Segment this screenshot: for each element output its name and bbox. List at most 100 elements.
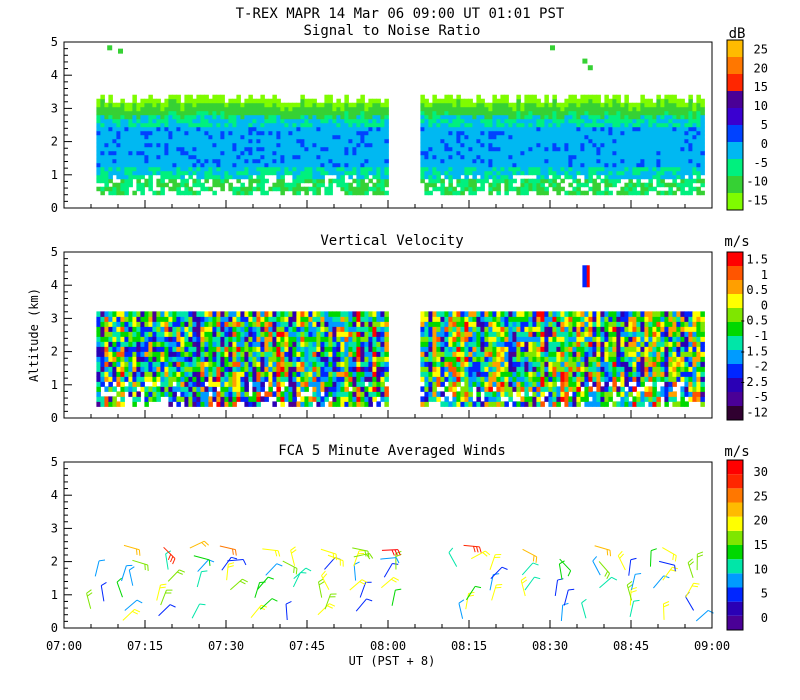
snr-cell (648, 135, 653, 140)
snr-cell (288, 127, 293, 132)
snr-cell (552, 143, 557, 148)
velocity-cell (364, 391, 369, 397)
snr-cell (556, 107, 561, 112)
snr-cell (464, 135, 469, 140)
velocity-cell (168, 336, 173, 342)
snr-cell (568, 159, 573, 164)
velocity-cell (216, 346, 221, 352)
velocity-cell (148, 391, 153, 397)
velocity-cell (456, 371, 461, 377)
velocity-cell (316, 356, 321, 362)
snr-cell (428, 103, 433, 108)
velocity-cell (468, 361, 473, 367)
velocity-cell (216, 331, 221, 337)
snr-cell (136, 143, 141, 148)
snr-cell (628, 191, 633, 196)
snr-cell (240, 127, 245, 132)
snr-cell (316, 167, 321, 172)
snr-cell (288, 187, 293, 192)
snr-cell (484, 135, 489, 140)
velocity-cell (432, 391, 437, 397)
snr-cell (500, 95, 505, 100)
snr-cell (340, 123, 345, 128)
snr-cell (220, 171, 225, 176)
velocity-cell (204, 316, 209, 322)
snr-cell (604, 107, 609, 112)
snr-cell (136, 179, 141, 184)
snr-cell (692, 151, 697, 156)
snr-cell (188, 151, 193, 156)
velocity-cell (332, 401, 337, 407)
velocity-cell (420, 346, 425, 352)
snr-cell (584, 123, 589, 128)
snr-cell (120, 135, 125, 140)
velocity-cell (128, 311, 133, 317)
snr-cell (444, 187, 449, 192)
velocity-cell (488, 331, 493, 337)
snr-cell (644, 159, 649, 164)
velocity-cell (172, 346, 177, 352)
snr-cell (648, 131, 653, 136)
velocity-cell (304, 366, 309, 372)
snr-cell (192, 139, 197, 144)
velocity-cell (316, 401, 321, 407)
velocity-cell (300, 326, 305, 332)
velocity-cell (344, 361, 349, 367)
velocity-cell (308, 396, 313, 402)
velocity-cell (484, 386, 489, 392)
snr-cell (188, 111, 193, 116)
snr-cell (320, 115, 325, 120)
snr-cell (660, 179, 665, 184)
snr-cell (140, 151, 145, 156)
snr-cell (516, 131, 521, 136)
velocity-cell (476, 381, 481, 387)
snr-cell (632, 183, 637, 188)
snr-cell (612, 95, 617, 100)
snr-cell (536, 123, 541, 128)
snr-cell (136, 135, 141, 140)
snr-cell (340, 163, 345, 168)
velocity-cell (276, 336, 281, 342)
velocity-cell (484, 366, 489, 372)
snr-cell (160, 111, 165, 116)
velocity-cell (208, 356, 213, 362)
snr-cell (520, 119, 525, 124)
snr-cell (452, 171, 457, 176)
snr-cell (244, 167, 249, 172)
snr-cell (124, 127, 128, 132)
snr-cell (424, 159, 429, 164)
velocity-cell (244, 376, 249, 382)
snr-cell (648, 139, 653, 144)
snr-cell (308, 159, 313, 164)
snr-cell (160, 159, 165, 164)
snr-cell (600, 103, 605, 108)
snr-cell (124, 147, 128, 152)
snr-cell (440, 111, 445, 116)
velocity-cell (96, 366, 101, 372)
snr-cell (672, 95, 677, 100)
snr-cell (220, 143, 225, 148)
snr-cell (316, 115, 321, 120)
snr-cell (468, 135, 473, 140)
snr-cell (148, 119, 153, 124)
velocity-cell (280, 391, 285, 397)
snr-cell (264, 107, 269, 112)
snr-cell (440, 191, 445, 196)
velocity-cell (264, 316, 269, 322)
snr-cell (532, 187, 537, 192)
velocity-cell (256, 346, 261, 352)
velocity-cell (200, 376, 205, 382)
velocity-cell (340, 376, 345, 382)
velocity-cell (156, 356, 161, 362)
snr-cell (356, 151, 361, 156)
snr-cell (184, 139, 189, 144)
velocity-cell (292, 376, 297, 382)
snr-cell (484, 175, 489, 180)
velocity-cell (172, 376, 177, 382)
snr-cell (444, 139, 449, 144)
snr-cell (272, 159, 277, 164)
snr-cell (280, 171, 285, 176)
snr-cell (596, 187, 601, 192)
snr-cell (316, 155, 321, 160)
velocity-cell (176, 321, 181, 327)
